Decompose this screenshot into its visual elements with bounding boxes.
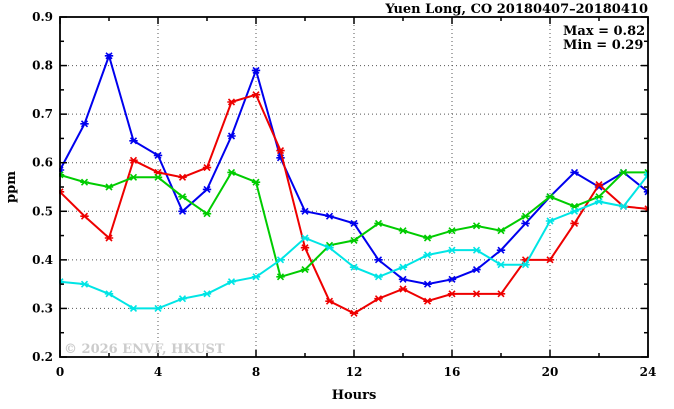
- data-series: [59, 52, 649, 317]
- annotation-max: Max = 0.82: [563, 24, 645, 39]
- y-tick-label: 0.2: [32, 350, 53, 364]
- tick-labels: 0 4 8 12 16 20 24 0.2 0.3 0.4 0.5 0.6 0.7 0.8 0.9: [32, 10, 656, 379]
- series-red: [59, 91, 649, 317]
- x-tick-label: 24: [640, 365, 657, 379]
- chart-title: Yuen Long, CO 20180407–20180410: [384, 2, 648, 17]
- y-tick-label: 0.8: [32, 59, 53, 73]
- x-axis-title: Hours: [332, 388, 377, 403]
- y-tick-label: 0.6: [32, 156, 53, 170]
- y-tick-label: 0.9: [32, 10, 53, 24]
- y-tick-label: 0.5: [32, 204, 53, 218]
- x-tick-label: 12: [346, 365, 363, 379]
- y-tick-label: 0.3: [32, 301, 53, 315]
- x-tick-label: 0: [56, 365, 64, 379]
- y-tick-label: 0.4: [32, 253, 53, 267]
- x-tick-label: 8: [252, 365, 260, 379]
- y-axis-title: ppm: [4, 171, 19, 203]
- watermark: © 2026 ENVF, HKUST: [64, 342, 225, 357]
- x-tick-label: 20: [542, 365, 559, 379]
- plot-frame: [59, 16, 649, 358]
- annotation-min: Min = 0.29: [563, 38, 643, 53]
- x-tick-label: 4: [154, 365, 162, 379]
- series-green: [59, 168, 649, 281]
- series-red-line: [59, 93, 649, 315]
- y-tick-label: 0.7: [32, 107, 53, 121]
- x-tick-label: 16: [444, 365, 461, 379]
